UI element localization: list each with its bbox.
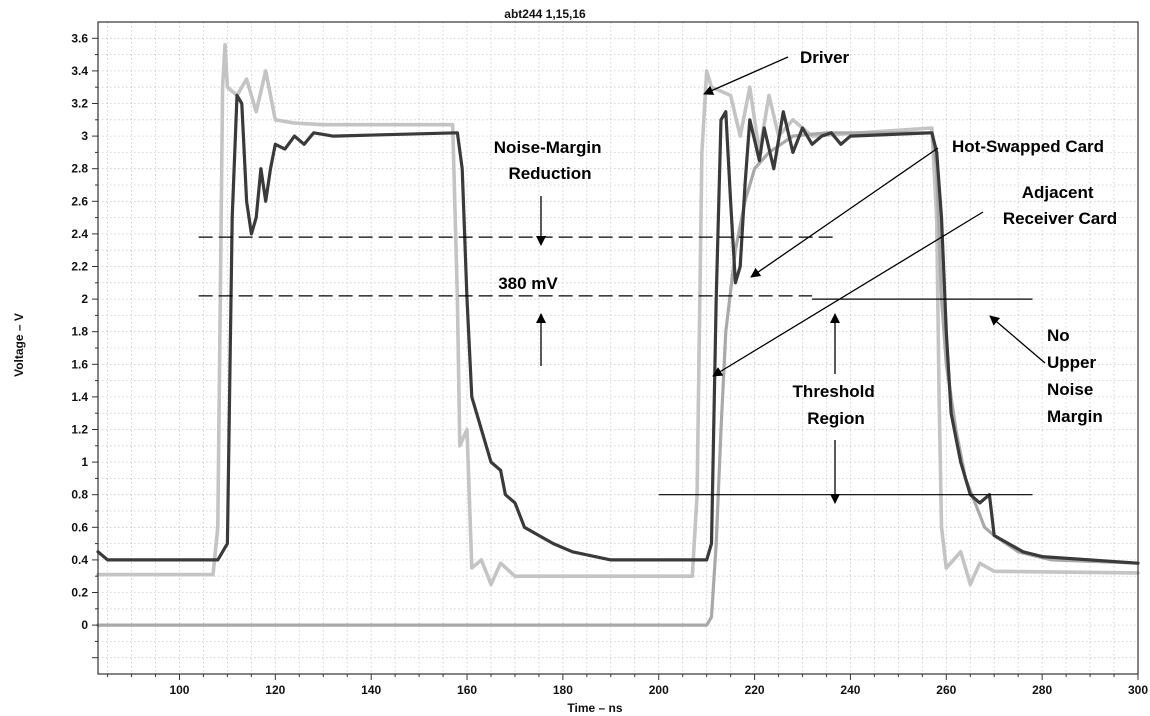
y-axis-title: Voltage – V [12,313,26,377]
x-tick-label: 120 [265,683,285,697]
chart-title: abt244 1,15,16 [504,7,586,21]
x-tick-label: 280 [1032,683,1052,697]
annotation-noise-margin: Noise-Margin Reduction [494,138,606,183]
y-tick-label: 2.2 [71,260,88,274]
series-hot-swapped [96,93,1140,565]
x-tick-label: 220 [745,683,765,697]
y-tick-label: 2.8 [71,162,88,176]
annotation-no-upper-noise-margin: No Upper Noise Margin [1047,326,1103,426]
reference-lines [198,236,1033,496]
y-tick-label: 1.4 [71,390,88,404]
annotation-arrows [536,56,1046,504]
y-tick-label: 2.4 [71,227,88,241]
y-tick-label: 2 [81,292,88,306]
y-tick-label: 0.4 [71,553,88,567]
y-tick-label: 1 [81,455,88,469]
x-tick-label: 200 [649,683,669,697]
annotation-adjacent-receiver: Adjacent Receiver Card [1003,183,1117,228]
y-tick-label: 0.8 [71,488,88,502]
y-tick-label: 1.6 [71,357,88,371]
annotation-380mv: 380 mV [498,274,558,293]
adjacent-receiver-arrow [712,211,984,377]
tick-marks [92,37,1139,680]
x-tick-label: 100 [169,683,189,697]
y-tick-label: 0 [81,618,88,632]
annotation-hot-swapped: Hot-Swapped Card [952,137,1104,156]
annotation-threshold-region: Threshold Region [793,382,880,428]
y-tick-label: 3.2 [71,97,88,111]
series-driver [96,42,1140,587]
x-tick-label: 300 [1128,683,1148,697]
series-layer [96,42,1140,627]
x-tick-label: 160 [457,683,477,697]
y-tick-label: 0.2 [71,586,88,600]
y-tick-label: 0.6 [71,520,88,534]
y-tick-label: 2.6 [71,194,88,208]
tick-labels: 0 0.2 0.4 0.6 0.8 1 1.2 1.4 1.6 1.8 2 2.2 2.4 2.6 2.8 3… [71,31,1148,697]
hot-swapped-arrow [750,147,939,278]
y-tick-label: 3.4 [71,64,88,78]
x-tick-label: 260 [936,683,956,697]
y-tick-label: 1.8 [71,325,88,339]
x-tick-label: 140 [361,683,381,697]
x-axis-title: Time – ns [567,701,622,715]
annotation-driver: Driver [800,48,850,67]
x-tick-label: 180 [553,683,573,697]
y-tick-label: 3 [81,129,88,143]
x-tick-label: 240 [840,683,860,697]
y-tick-label: 1.2 [71,423,88,437]
y-tick-label: 3.6 [71,31,88,45]
series-adjacent-receiver [96,131,1140,627]
no-upper-margin-arrow [989,315,1046,364]
driver-arrow [703,56,789,95]
